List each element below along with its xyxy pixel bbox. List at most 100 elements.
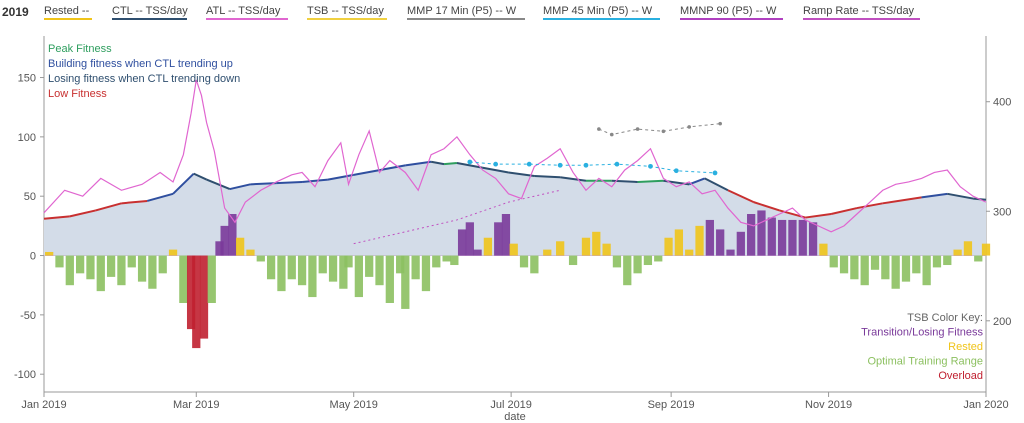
tsb-bar <box>432 255 441 268</box>
legend-swatch-ramp-rate <box>803 18 920 20</box>
tsb-bar <box>633 255 642 274</box>
annotation-line: Losing fitness when CTL trending down <box>48 73 240 85</box>
tsb-bar <box>457 229 467 256</box>
ctl-line-segment <box>95 202 122 212</box>
legend-item-ramp-rate[interactable]: Ramp Rate -- TSS/day <box>803 5 915 17</box>
tsb-bar <box>76 255 85 274</box>
atl-line <box>43 79 987 233</box>
tsb-bar <box>396 255 405 274</box>
tsb-bar <box>943 255 952 266</box>
left-tick-label: 0 <box>30 251 36 263</box>
tsb-bar <box>220 225 229 256</box>
ctl-area-layer <box>44 161 986 256</box>
ctl-line-segment <box>508 171 535 178</box>
mmp-points-layer <box>467 121 722 176</box>
tsb-bar <box>592 231 601 256</box>
ctl-line-segment <box>193 172 208 181</box>
legend-item-atl[interactable]: ATL -- TSS/day <box>206 5 281 17</box>
year-label: 2019 <box>2 5 29 19</box>
mmp45-point <box>526 161 532 167</box>
annotation-line: Low Fitness <box>48 88 107 100</box>
ctl-line-segment <box>830 207 858 215</box>
legend-item-mmp45[interactable]: MMP 45 Min (P5) -- W <box>543 5 653 17</box>
tsb-bar <box>974 255 983 262</box>
tsb-key-line: Optimal Training Range <box>867 356 983 368</box>
tsb-bar <box>45 251 54 256</box>
tsb-bar <box>612 255 622 268</box>
ctl-line-segment <box>704 177 729 192</box>
tsb-bar <box>501 214 511 256</box>
ctl-line-segment <box>121 199 148 205</box>
legend-swatch-mmp45 <box>543 18 660 20</box>
tsb-bar <box>891 255 900 289</box>
ctl-line-segment <box>456 161 483 169</box>
ctl-line-segment <box>405 160 432 167</box>
tsb-bar <box>654 255 663 262</box>
tsb-bar <box>318 255 327 274</box>
legend-swatch-tsb <box>307 18 387 20</box>
mmp17-point <box>635 127 640 131</box>
tsb-bar <box>186 255 196 330</box>
mmp45-point <box>673 168 679 174</box>
tsb-key-line: Overload <box>938 370 983 382</box>
mmp45-point <box>493 161 499 167</box>
tsb-bar <box>767 217 776 256</box>
tsb-bar <box>953 249 962 256</box>
annotations-layer: Peak Fitness Building fitness when CTL tr… <box>48 43 983 382</box>
tsb-bar <box>798 219 807 256</box>
legend-item-rested[interactable]: Rested -- <box>44 5 90 17</box>
tsb-bar <box>465 222 474 256</box>
tsb-bar <box>401 255 410 309</box>
tsb-bar <box>726 249 735 256</box>
tsb-bar <box>246 249 255 256</box>
ctl-line-segment <box>353 169 380 176</box>
tsb-bar <box>473 249 482 256</box>
ctl-line-segment <box>534 175 561 179</box>
x-tick-label: Nov 2019 <box>805 399 852 411</box>
mmp17-point <box>609 132 614 137</box>
tsb-bar <box>981 243 991 256</box>
tsb-bar <box>901 255 911 282</box>
tsb-bar <box>870 255 880 270</box>
left-tick-label: -50 <box>20 310 36 322</box>
ctl-line-segment <box>637 179 664 183</box>
x-tick-label: May 2019 <box>330 399 378 411</box>
ctl-line-segment <box>430 160 445 166</box>
tsb-bar <box>556 241 565 256</box>
tsb-bar <box>148 255 157 289</box>
tsb-bar <box>450 255 459 266</box>
tsb-bar <box>365 255 374 277</box>
tsb-bar <box>385 255 394 303</box>
legend-item-mmp17[interactable]: MMP 17 Min (P5) -- W <box>407 5 517 17</box>
tsb-bar <box>421 255 431 292</box>
ctl-line-segment <box>43 215 70 220</box>
legend-item-ctl[interactable]: CTL -- TSS/day <box>112 5 188 17</box>
ctl-line-segment <box>482 166 509 174</box>
ctl-line-segment <box>327 173 354 181</box>
tsb-bar <box>850 255 859 280</box>
tsb-bar <box>207 255 216 303</box>
tsb-bar <box>106 255 116 277</box>
mmp45-point <box>557 162 563 168</box>
ctl-line-segment <box>206 178 231 191</box>
tsb-bar <box>777 219 787 256</box>
tsb-bar <box>297 255 307 286</box>
mmp45-point <box>712 170 718 176</box>
tsb-bar <box>168 249 178 256</box>
tsb-bar <box>277 255 286 292</box>
legend-item-tsb[interactable]: TSB -- TSS/day <box>307 5 384 17</box>
left-tick-label: 150 <box>18 73 36 85</box>
tsb-bar <box>881 255 890 280</box>
tsb-bar <box>643 255 653 266</box>
legend-swatch-mmnp90 <box>680 18 783 20</box>
tsb-bars-layer <box>45 210 991 349</box>
series-lines-layer <box>43 79 987 245</box>
tsb-bar <box>328 255 338 282</box>
mmp17-point <box>661 129 666 134</box>
tsb-bar <box>96 255 105 292</box>
tsb-bar <box>215 241 224 256</box>
legend-item-mmnp90[interactable]: MMNP 90 (P5) -- W <box>680 5 777 17</box>
tsb-bar <box>256 255 265 262</box>
left-tick-label: 50 <box>24 191 36 203</box>
tsb-bar <box>932 255 942 268</box>
